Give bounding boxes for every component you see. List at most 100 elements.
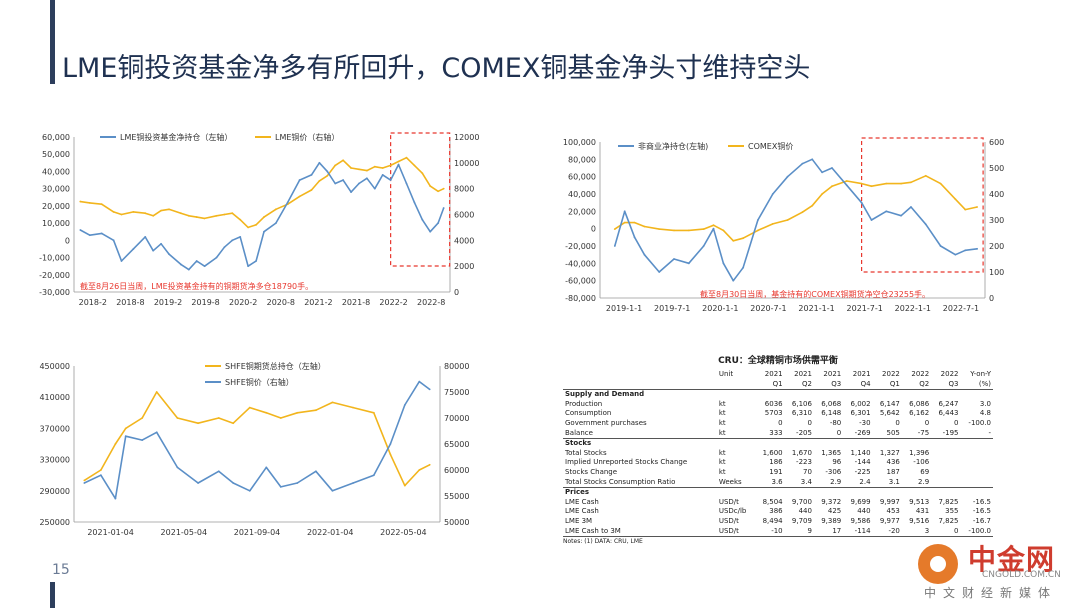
row-value: 6,002 bbox=[850, 399, 871, 408]
header-cell: Q2 bbox=[784, 379, 814, 391]
row-unit: Weeks bbox=[718, 477, 742, 486]
table-section-row: Stocks bbox=[563, 438, 993, 449]
data-point bbox=[658, 271, 661, 273]
row-value: 96 bbox=[832, 458, 842, 467]
data-point bbox=[141, 439, 144, 441]
data-point bbox=[389, 453, 392, 456]
data-point bbox=[132, 248, 135, 250]
row-value: 0 bbox=[836, 428, 842, 437]
row-value: 186 bbox=[769, 458, 783, 467]
y-left-tick-label: 20,000 bbox=[568, 207, 596, 216]
x-tick-label: 2019-8 bbox=[191, 298, 219, 307]
y-right-tick-label: 50000 bbox=[444, 518, 469, 527]
data-point bbox=[405, 156, 408, 159]
data-point bbox=[900, 214, 902, 217]
table-note: Notes: (1) DATA: CRU, LME bbox=[563, 538, 643, 546]
row-value: 187 bbox=[886, 467, 900, 476]
data-point bbox=[643, 225, 646, 228]
row-unit: USD/t bbox=[718, 497, 739, 506]
row-value: -306 bbox=[825, 467, 842, 476]
series-line-left bbox=[614, 158, 978, 282]
header-cell: Y-on-Y bbox=[970, 370, 991, 378]
data-point bbox=[114, 443, 117, 445]
table-row: Government purchases kt 0 0 -80 -30 0 0 0 -100.0 bbox=[563, 419, 993, 429]
row-value bbox=[931, 468, 960, 478]
x-tick-label: 2019-2 bbox=[154, 298, 182, 307]
data-point bbox=[870, 219, 873, 221]
row-label: Balance bbox=[565, 428, 593, 437]
y-left-tick-label: 0 bbox=[65, 236, 70, 245]
y-left-tick-label: 100,000 bbox=[563, 138, 596, 147]
section-blank bbox=[716, 487, 756, 498]
row-value: 9,516 bbox=[909, 516, 930, 525]
data-point bbox=[623, 210, 626, 213]
y-right-tick-label: 60000 bbox=[444, 466, 469, 475]
series-line-right bbox=[80, 156, 445, 229]
row-value: 440 bbox=[798, 507, 812, 516]
x-tick-label: 2021-09-04 bbox=[234, 528, 281, 537]
table-row: Consumption kt 5703 6,310 6,148 6,301 5,642 6,1… bbox=[563, 409, 993, 419]
row-value: 6,148 bbox=[821, 409, 842, 418]
row-label: LME Cash to 3M bbox=[563, 526, 717, 538]
data-point bbox=[372, 474, 375, 477]
row-value: - bbox=[988, 428, 991, 437]
row-value bbox=[931, 458, 960, 468]
data-point bbox=[176, 466, 179, 469]
x-tick-label: 2021-8 bbox=[342, 298, 370, 307]
y-left-tick-label: 290000 bbox=[39, 487, 70, 496]
header-cell: 2022 bbox=[911, 370, 930, 378]
data-point bbox=[976, 206, 979, 208]
row-value: 355 bbox=[945, 507, 959, 516]
section-blank bbox=[843, 487, 873, 498]
data-point bbox=[99, 474, 102, 477]
data-point bbox=[350, 191, 352, 194]
legend-label: 非商业净持仓(左轴) bbox=[638, 141, 708, 151]
section-blank bbox=[813, 438, 844, 449]
table-row: LME Cash USDc/lb 386 440 425 440 453 431 355 -16.… bbox=[563, 507, 993, 517]
y-right-tick-label: 12000 bbox=[454, 133, 479, 142]
x-tick-label: 2019-7-1 bbox=[654, 304, 690, 313]
data-point bbox=[732, 239, 735, 242]
data-point bbox=[310, 189, 313, 191]
data-point bbox=[421, 172, 424, 175]
data-point bbox=[954, 253, 957, 256]
data-point bbox=[239, 218, 242, 221]
row-unit: kt bbox=[718, 399, 726, 408]
row-value: 17 bbox=[813, 526, 844, 538]
row-value: -195 bbox=[942, 428, 959, 437]
data-point bbox=[223, 246, 226, 249]
accent-bar-top bbox=[50, 0, 55, 84]
header-cell: Q1 bbox=[872, 379, 902, 391]
data-point bbox=[120, 213, 123, 216]
y-right-tick-label: 65000 bbox=[444, 440, 469, 449]
y-right-tick-label: 0 bbox=[989, 294, 994, 303]
table-row: Total Stocks kt 1,600 1,670 1,365 1,140 1,327 1… bbox=[563, 449, 993, 459]
data-point bbox=[860, 182, 863, 185]
data-point bbox=[429, 185, 432, 187]
data-point bbox=[397, 163, 400, 166]
data-point bbox=[976, 247, 979, 250]
row-value: 0 bbox=[895, 418, 900, 427]
y-right-tick-label: 100 bbox=[989, 268, 1004, 277]
row-label: Government purchases bbox=[565, 418, 647, 427]
section-blank bbox=[755, 389, 785, 400]
header-cell: Q3 bbox=[931, 379, 961, 391]
row-value: -16.5 bbox=[972, 497, 991, 506]
row-value: -269 bbox=[854, 428, 871, 437]
row-value: 6,147 bbox=[879, 399, 900, 408]
data-point bbox=[144, 235, 147, 238]
data-point bbox=[373, 165, 376, 168]
data-point bbox=[334, 182, 337, 185]
section-blank bbox=[784, 389, 814, 400]
data-point bbox=[265, 411, 268, 414]
legend-label: SHFE铜期货总持仓（左轴） bbox=[225, 361, 326, 371]
row-value: -100.0 bbox=[960, 526, 993, 538]
row-value: 2.9 bbox=[918, 477, 930, 486]
data-point bbox=[197, 482, 199, 484]
x-tick-label: 2022-1-1 bbox=[895, 304, 931, 313]
data-point bbox=[389, 179, 392, 181]
x-tick-label: 2020-2 bbox=[229, 298, 257, 307]
row-unit: kt bbox=[718, 448, 726, 457]
data-point bbox=[418, 380, 421, 383]
data-point bbox=[179, 212, 182, 215]
